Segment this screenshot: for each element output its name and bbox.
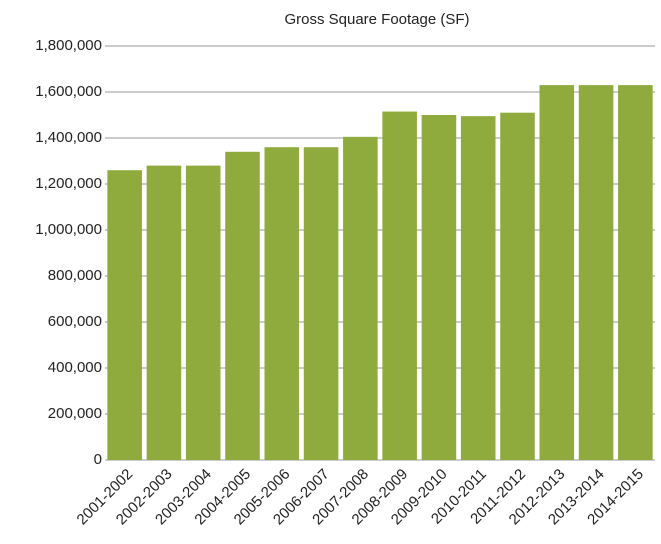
y-tick-label: 1,800,000 [35,37,102,54]
y-tick-label: 1,600,000 [35,83,102,100]
y-tick-label: 1,000,000 [35,221,102,238]
bar [539,85,575,460]
y-tick-label: 200,000 [48,405,102,422]
bar [146,165,182,460]
bar [382,111,417,461]
bar [343,136,378,460]
y-tick-label: 400,000 [48,359,102,376]
bar [107,170,142,460]
bar [578,85,614,460]
bar [303,147,339,460]
bar [264,147,300,460]
chart-title: Gross Square Footage (SF) [284,11,469,28]
bar [500,112,535,460]
y-tick-label: 800,000 [48,267,102,284]
y-tick-label: 600,000 [48,313,102,330]
bar [460,116,496,461]
bar [225,151,260,461]
y-tick-label: 0 [94,451,102,468]
bar [421,115,457,460]
y-tick-label: 1,200,000 [35,175,102,192]
bar [618,85,653,460]
bar [185,165,221,460]
y-tick-label: 1,400,000 [35,129,102,146]
